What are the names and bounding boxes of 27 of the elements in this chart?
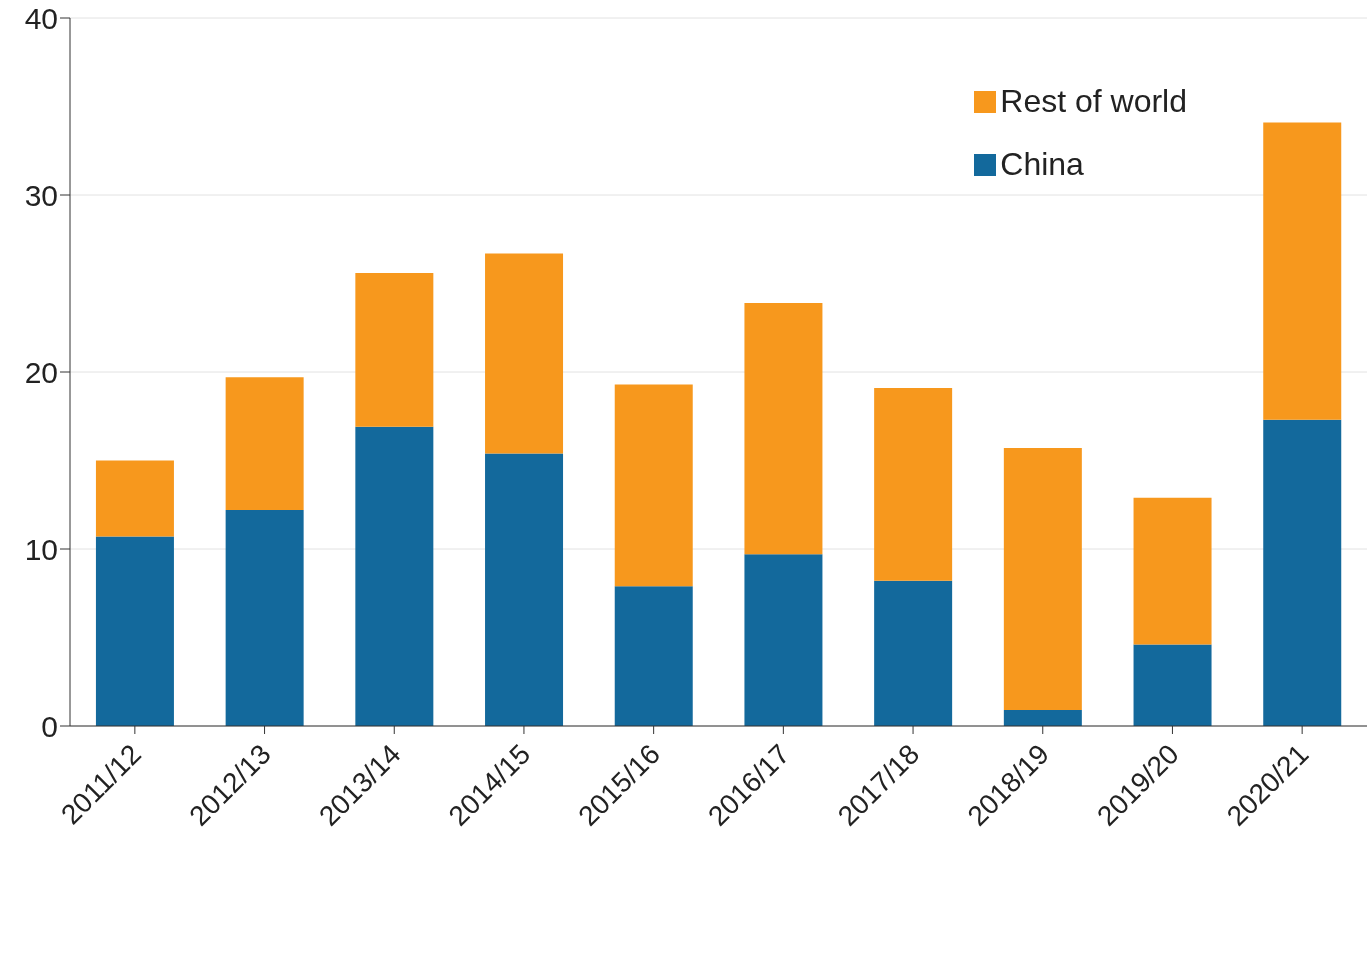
bar bbox=[225, 510, 304, 726]
bar bbox=[485, 453, 564, 726]
y-tick-label: 30 bbox=[24, 178, 58, 212]
bar bbox=[1263, 122, 1342, 420]
bar bbox=[225, 377, 304, 511]
y-tick-label: 0 bbox=[41, 709, 58, 743]
bar bbox=[744, 302, 823, 555]
bar bbox=[95, 536, 174, 726]
legend-label: Rest of world bbox=[1000, 83, 1187, 120]
bar bbox=[874, 387, 953, 581]
y-tick-label: 20 bbox=[24, 355, 58, 389]
legend-label: China bbox=[1000, 146, 1084, 183]
bar bbox=[485, 253, 564, 454]
bar bbox=[1003, 448, 1082, 711]
bar bbox=[614, 586, 693, 726]
bar bbox=[874, 580, 953, 726]
y-tick-label: 40 bbox=[24, 1, 58, 35]
bar bbox=[744, 554, 823, 726]
bar bbox=[1263, 419, 1342, 726]
bar bbox=[355, 272, 434, 427]
bar bbox=[95, 460, 174, 537]
bar bbox=[1133, 644, 1212, 726]
bar bbox=[1133, 497, 1212, 645]
y-tick-label: 10 bbox=[24, 532, 58, 566]
bar bbox=[1003, 710, 1082, 726]
bar bbox=[614, 384, 693, 587]
bar bbox=[355, 426, 434, 726]
